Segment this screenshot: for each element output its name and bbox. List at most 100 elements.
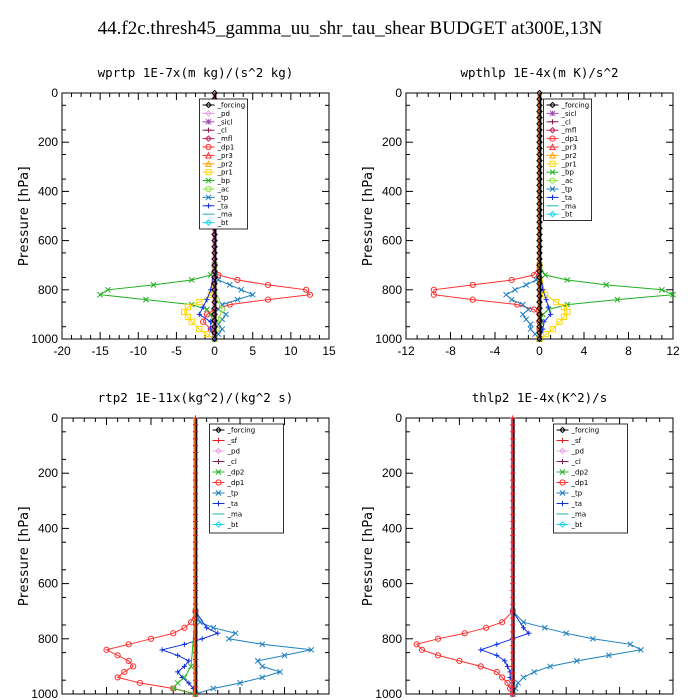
- data-point: [281, 652, 288, 659]
- series-line: [160, 610, 220, 695]
- data-point: [605, 652, 612, 659]
- series-tp: [509, 608, 644, 697]
- y-tick-label: 600: [382, 577, 402, 591]
- data-point: [553, 299, 560, 306]
- legend-label: _pr1: [217, 169, 233, 177]
- data-point: [125, 657, 132, 664]
- plot-frame: [61, 92, 330, 340]
- y-tick-label: 400: [382, 184, 402, 198]
- zero-point: [510, 691, 516, 697]
- zero-point: [510, 429, 516, 435]
- legend-label: _sicl: [561, 110, 577, 118]
- data-point: [523, 316, 530, 323]
- legend-marker: [215, 490, 222, 496]
- y-tick-label: 600: [382, 234, 402, 248]
- legend-label: _bt: [561, 211, 573, 219]
- zero-point: [192, 629, 199, 635]
- series-line: [539, 264, 674, 339]
- zero-point: [536, 175, 543, 183]
- data-point: [121, 668, 128, 676]
- zero-point: [536, 329, 543, 337]
- zero-point: [536, 188, 543, 195]
- y-tick-label: 800: [382, 283, 402, 297]
- zero-point: [536, 298, 543, 306]
- zero-point: [211, 261, 218, 269]
- data-point: [180, 308, 188, 316]
- data-point: [203, 306, 210, 313]
- data-point: [208, 326, 214, 332]
- legend-marker: [549, 160, 556, 167]
- zero-point: [510, 594, 516, 600]
- data-point: [259, 663, 266, 670]
- zero-point: [192, 463, 199, 469]
- chart-panel-2: wpthlp 1E-4x(m K)/s^2 Pressure [hPa] 0 200 4…: [361, 65, 680, 358]
- legend-label: _bp: [561, 169, 575, 177]
- legend-label: _ma: [571, 511, 587, 519]
- panel-title: rtp2 1E-11x(kg^2)/(kg^2 s): [98, 390, 294, 405]
- legend: _forcing _sf _pd _cl _dp2 _dp1 _tp _ta _ma _bt: [553, 423, 628, 534]
- zero-point: [211, 274, 218, 281]
- data-point: [215, 630, 221, 636]
- zero-point: [192, 491, 199, 497]
- legend-marker: [559, 500, 566, 507]
- data-point: [527, 321, 534, 328]
- data-point: [525, 306, 532, 313]
- zero-point: [536, 335, 543, 343]
- legend-label: _dp2: [227, 469, 245, 477]
- data-point: [97, 291, 104, 298]
- zero-point: [510, 670, 516, 676]
- data-point: [549, 326, 556, 333]
- data-point: [504, 679, 511, 687]
- data-point: [469, 296, 476, 303]
- zero-point: [536, 311, 543, 318]
- data-point: [114, 674, 121, 681]
- data-point: [564, 308, 571, 316]
- legend: _forcing_sicl_cl_mfl_dp1_pr3_pr2_pr1_bp_…: [543, 98, 592, 221]
- data-point: [159, 647, 165, 653]
- zero-point: [510, 525, 516, 531]
- data-point: [560, 303, 568, 311]
- data-point: [483, 624, 490, 631]
- data-point: [502, 658, 508, 664]
- data-point: [104, 286, 111, 293]
- zero-point: [536, 268, 543, 275]
- zero-point: [211, 249, 218, 257]
- zero-point: [536, 280, 543, 287]
- legend-marker: [205, 110, 212, 117]
- data-point: [543, 297, 549, 303]
- legend-marker: [205, 135, 212, 142]
- data-point: [614, 296, 621, 303]
- data-point: [219, 306, 226, 313]
- zero-point: [192, 539, 199, 545]
- zero-point: [192, 498, 199, 504]
- zero-point: [192, 601, 199, 607]
- legend-label: _pr2: [217, 160, 233, 168]
- data-point: [531, 668, 538, 675]
- zero-point: [536, 249, 543, 257]
- legend-marker: [205, 194, 212, 201]
- legend-marker: [559, 437, 566, 444]
- data-point: [469, 281, 476, 288]
- legend-box: [553, 423, 628, 534]
- zero-point: [536, 317, 543, 324]
- zero-point: [510, 677, 516, 683]
- data-point: [203, 311, 211, 318]
- x-tick-label: 0: [536, 344, 543, 358]
- data-point: [434, 635, 442, 642]
- series-line: [415, 610, 514, 695]
- x-tick-label: -15: [91, 344, 109, 358]
- zero-point: [192, 677, 199, 683]
- legend-marker: [549, 135, 556, 142]
- data-point: [203, 330, 211, 338]
- zero-point: [211, 304, 218, 312]
- data-point: [259, 641, 266, 648]
- legend-label: _ta: [217, 202, 229, 210]
- zero-point: [510, 449, 516, 456]
- zero-point: [192, 525, 199, 531]
- data-point: [186, 680, 192, 686]
- y-tick-label: 800: [38, 632, 58, 646]
- zero-point: [192, 636, 199, 642]
- zero-point: [211, 311, 218, 318]
- legend-label: _forcing: [561, 102, 590, 110]
- zero-point: [192, 684, 199, 690]
